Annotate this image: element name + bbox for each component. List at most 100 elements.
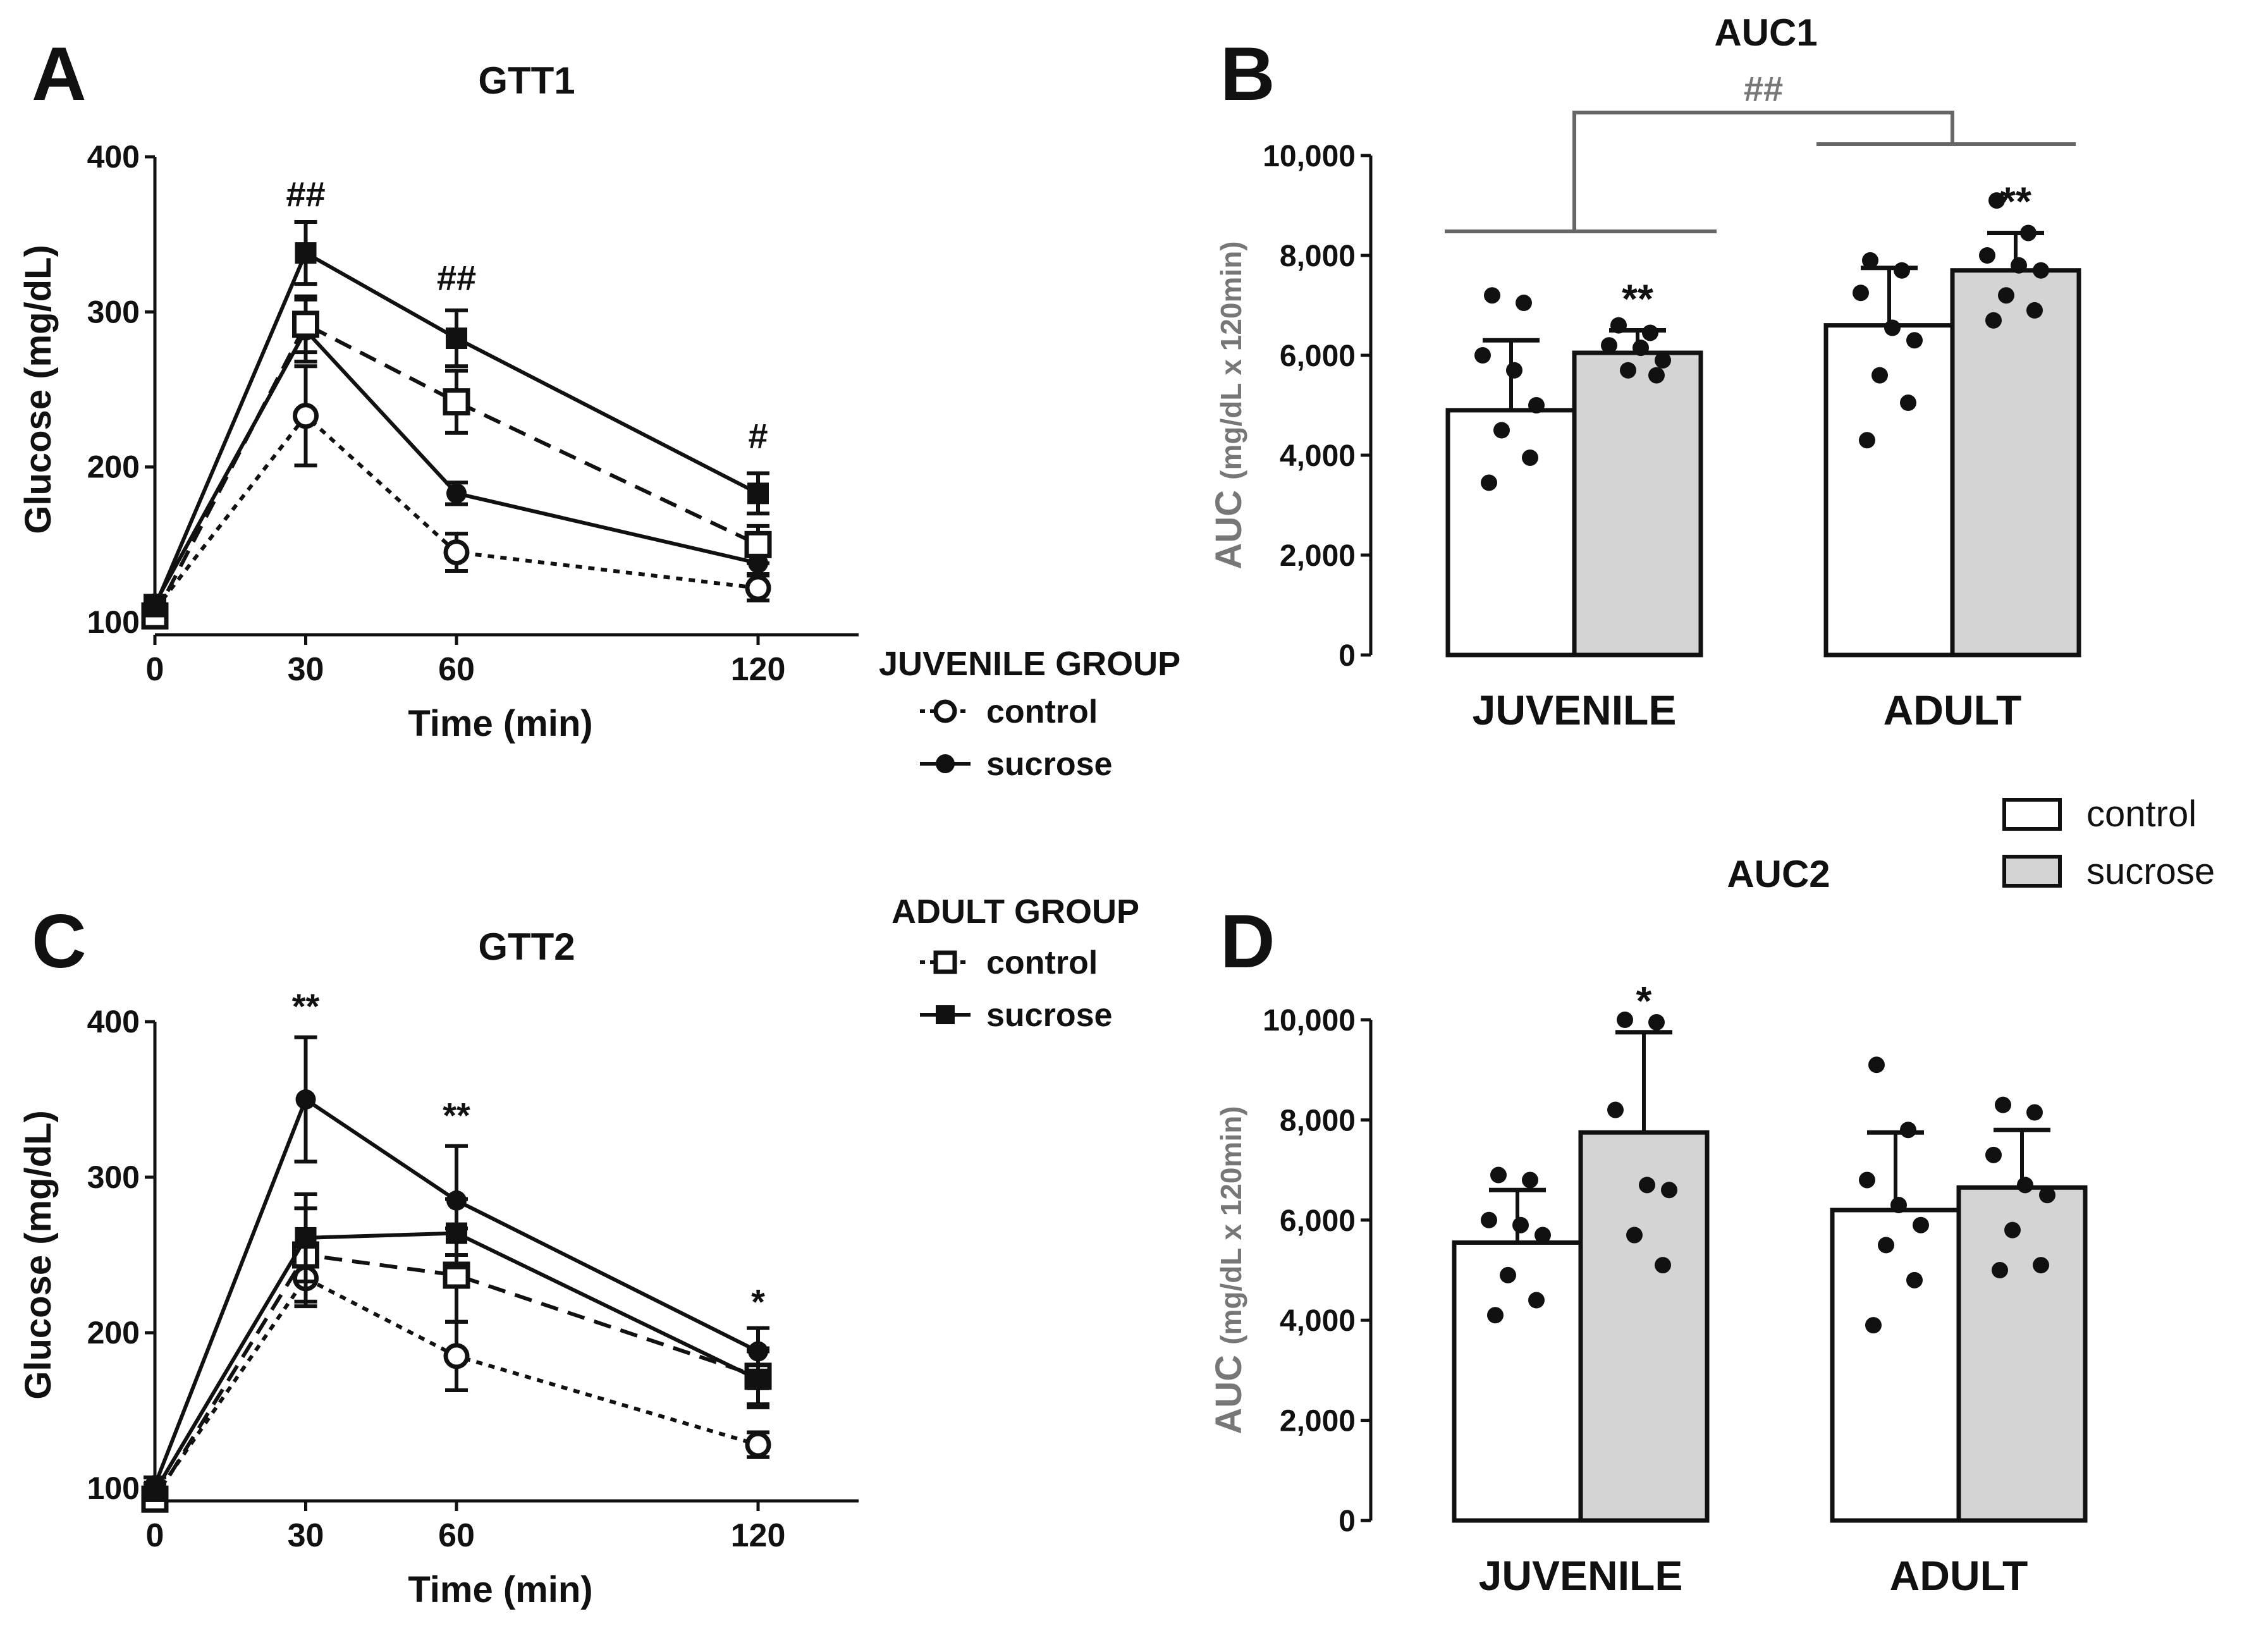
bar-sucrose [1956, 1185, 2088, 1523]
data-point-filled-circle [446, 483, 467, 504]
y-axis-label: Glucose (mg/dL) [18, 245, 59, 534]
y-tick-label: 6,000 [1280, 1204, 1356, 1238]
y-tick-label: 8,000 [1280, 240, 1356, 273]
individual-data-point [1992, 1262, 2008, 1278]
legend-sucrose-swatch [2002, 855, 2062, 888]
significance-marker: * [751, 1282, 765, 1321]
legend-filled-circle-marker [936, 754, 955, 773]
individual-data-point [1859, 432, 1875, 449]
significance-marker: ** [1622, 276, 1653, 322]
data-point-filled-square [144, 1480, 166, 1502]
category-label: ADULT [1890, 1552, 2028, 1599]
individual-data-point [1528, 397, 1545, 413]
x-axis-label: Time (min) [408, 1569, 592, 1610]
individual-data-point [1998, 287, 2014, 304]
y-axis-label-units: (mg/dL x 120min) [1215, 1106, 1247, 1344]
data-point-open-circle [745, 1431, 771, 1458]
bar-control [1452, 1240, 1583, 1523]
legend-juvenile-control-label: control [986, 694, 1098, 730]
data-point-filled-square [295, 242, 317, 264]
bar-sucrose [1572, 350, 1703, 658]
individual-data-point [1655, 352, 1671, 369]
y-tick-label: 10,000 [1263, 1004, 1356, 1037]
individual-data-point [1500, 1266, 1516, 1283]
individual-data-point [1626, 1227, 1643, 1244]
individual-data-point [1900, 1122, 1916, 1139]
individual-data-point [1661, 1182, 1677, 1199]
significance-marker: ## [437, 258, 476, 298]
individual-data-point [1868, 1056, 1885, 1074]
chart-title: AUC1 [1714, 11, 1817, 54]
y-tick-label: 200 [87, 450, 140, 485]
x-tick-label: 30 [288, 651, 324, 688]
panel-letter-a: A [32, 32, 87, 116]
y-tick-label: 300 [87, 1159, 140, 1195]
data-point-filled-square [144, 596, 166, 618]
significance-marker: ** [2000, 178, 2031, 224]
x-tick-label: 120 [731, 1517, 786, 1554]
individual-data-point [2039, 1187, 2055, 1204]
individual-data-point [1639, 1177, 1655, 1194]
bracket-label: ## [1744, 69, 1783, 109]
legend-juvenile-title: JUVENILE GROUP [879, 645, 1180, 683]
data-point-filled-square [747, 482, 769, 505]
individual-data-point [1481, 1211, 1497, 1228]
individual-data-point [1865, 1317, 1882, 1334]
individual-data-point [1871, 367, 1888, 384]
individual-data-point [1487, 1307, 1504, 1324]
individual-data-point [1884, 319, 1901, 336]
y-axis-label-main: AUC [1208, 480, 1249, 570]
significance-marker: ** [292, 986, 320, 1026]
data-point-open-circle [443, 539, 470, 566]
x-tick-label: 60 [438, 1517, 475, 1554]
chart-title: GTT2 [478, 926, 575, 968]
auc1-bar-chart: AUC1 0 2,000 4,000 6,000 8,000 10,000 AUC (mg/d… [1208, 11, 2081, 733]
y-tick-label: 6,000 [1280, 340, 1356, 373]
individual-data-point [1995, 1096, 2011, 1113]
individual-data-point [1878, 1237, 1894, 1254]
series-line [153, 1252, 759, 1500]
individual-data-point [1528, 1292, 1545, 1309]
individual-data-point [1985, 312, 2002, 329]
legend-adult-control-label: control [986, 945, 1098, 981]
data-point-open-circle [443, 1343, 470, 1369]
significance-marker: ## [286, 174, 325, 214]
series-line [153, 250, 759, 608]
chart-title: GTT1 [478, 59, 575, 102]
series-line [153, 1276, 759, 1498]
individual-data-point [1474, 347, 1491, 364]
y-tick-label: 100 [87, 604, 140, 640]
individual-data-point [1906, 1271, 1923, 1288]
x-tick-label: 30 [288, 1517, 324, 1554]
individual-data-point [1490, 1166, 1507, 1184]
bar-control [1830, 1208, 1961, 1523]
individual-data-point [1890, 1197, 1907, 1214]
data-point-filled-square [295, 1227, 317, 1249]
y-tick-label: 8,000 [1280, 1104, 1356, 1137]
data-point-open-square [443, 388, 470, 416]
series-line [153, 1096, 759, 1486]
individual-data-point [1620, 362, 1636, 379]
legend-bars: control sucrose [2002, 793, 2215, 892]
individual-data-point [2033, 262, 2049, 279]
y-tick-label: 4,000 [1280, 1304, 1356, 1338]
individual-data-point [1655, 1257, 1671, 1274]
data-point-open-square [744, 530, 772, 558]
y-tick-label: 400 [87, 1004, 140, 1039]
individual-data-point [1859, 1172, 1875, 1189]
legend-bar-sucrose-label: sucrose [2086, 851, 2215, 892]
y-tick-label: 4,000 [1280, 439, 1356, 473]
individual-data-point [1894, 262, 1910, 279]
data-point-filled-square [446, 1222, 467, 1244]
y-tick-label: 300 [87, 294, 140, 329]
y-axis-label: Glucose (mg/dL) [18, 1110, 59, 1400]
individual-data-point [1481, 474, 1497, 491]
individual-data-point [1484, 287, 1500, 304]
legend-open-square-marker [933, 950, 957, 974]
legend-control-swatch [2002, 798, 2062, 831]
data-point-open-square [292, 310, 319, 338]
panel-letter-d: D [1220, 899, 1275, 984]
data-point-open-circle [745, 575, 771, 601]
individual-data-point [1900, 395, 1916, 412]
